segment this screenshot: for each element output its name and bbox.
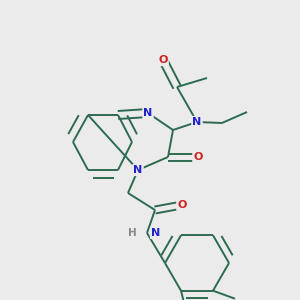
Text: H: H bbox=[128, 228, 137, 238]
Text: O: O bbox=[177, 200, 187, 210]
Text: N: N bbox=[134, 165, 142, 175]
Text: N: N bbox=[143, 108, 153, 118]
Text: O: O bbox=[158, 55, 168, 65]
Text: N: N bbox=[151, 228, 160, 238]
Text: O: O bbox=[193, 152, 203, 162]
Text: N: N bbox=[192, 117, 202, 127]
